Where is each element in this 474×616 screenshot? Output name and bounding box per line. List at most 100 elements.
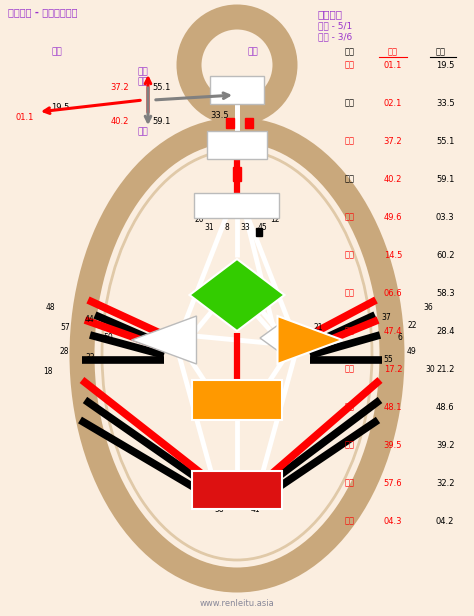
Text: 5: 5: [209, 384, 213, 392]
Text: 58.3: 58.3: [436, 288, 455, 298]
Text: 01.1: 01.1: [16, 113, 34, 123]
Text: 18: 18: [43, 368, 53, 376]
Text: 37.2: 37.2: [111, 84, 129, 92]
Text: 木星: 木星: [345, 365, 355, 373]
Text: 15: 15: [220, 304, 230, 314]
Text: 海王: 海王: [345, 479, 355, 487]
Text: 64: 64: [218, 81, 228, 91]
Bar: [226, 118, 234, 128]
Text: 04.3: 04.3: [384, 516, 402, 525]
Text: 59: 59: [254, 395, 264, 405]
Text: 32.2: 32.2: [436, 479, 455, 487]
Text: 58: 58: [214, 506, 224, 514]
Text: 7: 7: [223, 277, 228, 285]
Text: 月亮: 月亮: [138, 68, 149, 76]
Text: 33.5: 33.5: [210, 110, 229, 120]
Text: 39.5: 39.5: [384, 440, 402, 450]
Text: 13: 13: [244, 277, 254, 285]
Text: 40.2: 40.2: [111, 118, 129, 126]
Text: 14.5: 14.5: [384, 251, 402, 259]
Text: 地球: 地球: [345, 99, 355, 108]
Text: 45: 45: [258, 222, 268, 232]
Text: 20: 20: [194, 214, 204, 224]
Text: 32: 32: [85, 354, 95, 362]
Bar: [207, 131, 267, 159]
Polygon shape: [277, 316, 343, 364]
Text: 19.5: 19.5: [436, 60, 455, 70]
Bar: [192, 471, 282, 509]
Text: 9: 9: [251, 408, 255, 416]
Text: 48.1: 48.1: [384, 402, 402, 411]
Text: 55.1: 55.1: [153, 84, 171, 92]
Text: 39.2: 39.2: [436, 440, 455, 450]
Text: 1: 1: [235, 264, 239, 274]
Text: 21.2: 21.2: [436, 365, 455, 373]
Text: 4: 4: [248, 134, 254, 144]
Text: 北交: 北交: [138, 78, 149, 86]
Text: 47: 47: [217, 134, 227, 144]
Text: 輪迴交叉 - 太陽角色之路: 輪迴交叉 - 太陽角色之路: [8, 7, 78, 17]
Text: 28.4: 28.4: [436, 326, 455, 336]
Text: 39: 39: [250, 495, 260, 505]
Text: 月亮 - 3/6: 月亮 - 3/6: [318, 33, 352, 41]
Text: 37.2: 37.2: [383, 137, 402, 145]
Text: 55.1: 55.1: [436, 137, 455, 145]
Text: 62: 62: [210, 195, 220, 205]
Text: 43: 43: [232, 150, 242, 158]
Text: 27: 27: [216, 395, 226, 405]
Text: 11: 11: [240, 142, 250, 152]
Text: 24: 24: [232, 134, 242, 144]
Text: www.renleitu.asia: www.renleitu.asia: [200, 599, 274, 609]
Text: 53: 53: [208, 474, 218, 482]
Text: 49: 49: [407, 347, 417, 357]
Text: 3: 3: [230, 408, 236, 416]
Text: 38: 38: [216, 495, 226, 505]
Text: 50: 50: [103, 333, 113, 342]
Bar: [245, 118, 253, 128]
Text: 48.6: 48.6: [436, 402, 455, 411]
Text: 火星: 火星: [345, 326, 355, 336]
Text: 40: 40: [319, 344, 329, 352]
Text: 48: 48: [45, 304, 55, 312]
Text: 23: 23: [232, 195, 242, 205]
Text: 19.5: 19.5: [51, 103, 69, 113]
Text: 21: 21: [313, 323, 323, 333]
Text: 44: 44: [85, 315, 95, 325]
Text: 57: 57: [60, 323, 70, 333]
Text: 63: 63: [246, 81, 256, 91]
Text: 02.1: 02.1: [231, 95, 249, 105]
Text: 思想: 思想: [436, 47, 446, 57]
Text: 太陽 - 5/1: 太陽 - 5/1: [318, 22, 352, 31]
Text: 42: 42: [208, 408, 218, 416]
Text: 14: 14: [232, 384, 242, 392]
Text: 59.1: 59.1: [436, 174, 455, 184]
Text: 56: 56: [254, 195, 264, 205]
Text: 10: 10: [214, 291, 224, 299]
Text: 22: 22: [407, 320, 417, 330]
Text: 33.5: 33.5: [436, 99, 455, 108]
Text: 01.1: 01.1: [384, 60, 402, 70]
Text: 實相: 實相: [388, 47, 398, 57]
Text: 太陽: 太陽: [52, 47, 63, 57]
Text: 02.1: 02.1: [384, 99, 402, 108]
Bar: [256, 228, 262, 236]
Text: 17: 17: [224, 142, 234, 152]
Text: 行星: 行星: [345, 47, 355, 57]
Text: 47.4: 47.4: [384, 326, 402, 336]
Text: 61: 61: [232, 81, 242, 91]
Text: 2: 2: [235, 317, 239, 325]
Text: 52: 52: [254, 474, 264, 482]
Text: 太陽: 太陽: [345, 60, 355, 70]
Text: 17.2: 17.2: [384, 365, 402, 373]
Text: 36: 36: [423, 304, 433, 312]
Text: 金星: 金星: [345, 288, 355, 298]
Text: 6: 6: [398, 333, 402, 342]
Text: 59.1: 59.1: [153, 118, 171, 126]
Text: 南交: 南交: [345, 174, 355, 184]
Bar: [210, 76, 264, 104]
Bar: [233, 167, 241, 181]
Text: 51: 51: [305, 333, 315, 342]
Text: 月球: 月球: [345, 213, 355, 222]
Text: 46: 46: [242, 304, 252, 314]
Polygon shape: [190, 259, 284, 331]
